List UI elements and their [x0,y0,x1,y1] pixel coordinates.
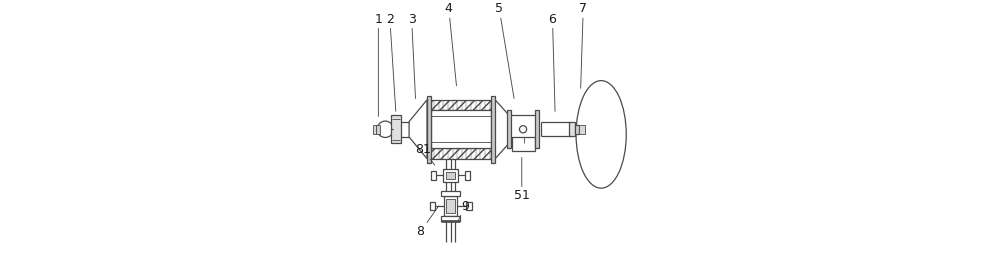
Bar [443,169,458,182]
Bar [512,137,535,151]
Text: 5: 5 [495,2,514,99]
Bar [391,115,401,143]
Bar [466,202,472,210]
Ellipse shape [576,80,626,188]
Bar [441,216,460,221]
Text: 51: 51 [514,157,530,202]
Text: 2: 2 [386,13,396,111]
Bar [465,171,470,180]
Bar [427,96,431,163]
Text: 1: 1 [374,13,382,116]
Text: 6: 6 [549,13,556,111]
Bar [376,125,380,134]
Circle shape [377,121,393,138]
Bar [575,125,579,134]
Bar [441,191,460,196]
Bar [431,171,436,180]
Bar [431,148,491,159]
Bar [431,110,491,148]
Bar [446,199,455,213]
Text: 81: 81 [415,143,435,165]
Text: 3: 3 [408,13,416,99]
Bar [373,125,376,134]
Bar [446,172,455,179]
Polygon shape [409,100,427,159]
Text: 9: 9 [458,200,469,221]
Bar [444,196,457,216]
Bar [491,96,495,163]
Bar [430,202,435,210]
Bar [535,110,539,148]
Polygon shape [495,100,509,159]
Text: 7: 7 [579,2,587,88]
Bar [579,125,585,134]
Bar [507,110,511,148]
Bar [431,100,491,110]
Text: 4: 4 [445,2,456,86]
Circle shape [519,126,527,133]
Text: 8: 8 [417,206,439,238]
Bar [509,115,537,143]
Bar [569,122,575,136]
